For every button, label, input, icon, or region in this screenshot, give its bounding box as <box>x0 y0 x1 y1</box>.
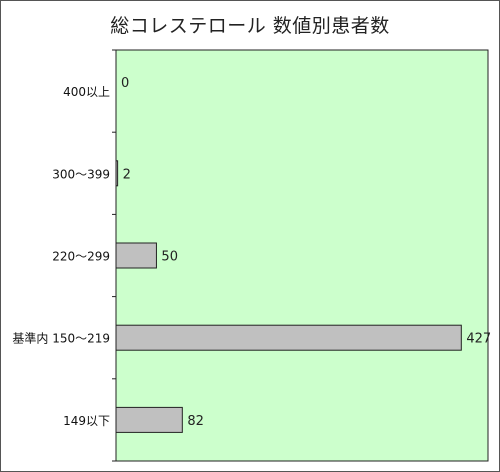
value-label: 2 <box>123 167 131 182</box>
category-labels: 400以上 300～399 220～299 基準内 150～219 149以下 <box>12 85 110 428</box>
category-label: 基準内 150～219 <box>12 331 110 346</box>
bar <box>115 324 462 351</box>
bar <box>115 160 119 187</box>
value-label: 82 <box>187 414 204 429</box>
value-label: 50 <box>161 250 178 265</box>
bar <box>115 242 157 269</box>
value-label: 427 <box>466 332 491 347</box>
value-label: 0 <box>121 76 129 91</box>
category-label: 300～399 <box>52 167 110 181</box>
category-label: 220～299 <box>52 250 110 264</box>
bars <box>115 160 462 433</box>
category-label: 149以下 <box>63 414 110 428</box>
plot-area <box>115 49 489 462</box>
category-label: 400以上 <box>63 85 110 99</box>
chart-title: 総コレステロール 数値別患者数 <box>110 15 390 37</box>
y-axis-ticks <box>112 49 116 462</box>
value-labels: 0 2 50 427 82 <box>121 76 491 429</box>
bar <box>115 406 183 433</box>
